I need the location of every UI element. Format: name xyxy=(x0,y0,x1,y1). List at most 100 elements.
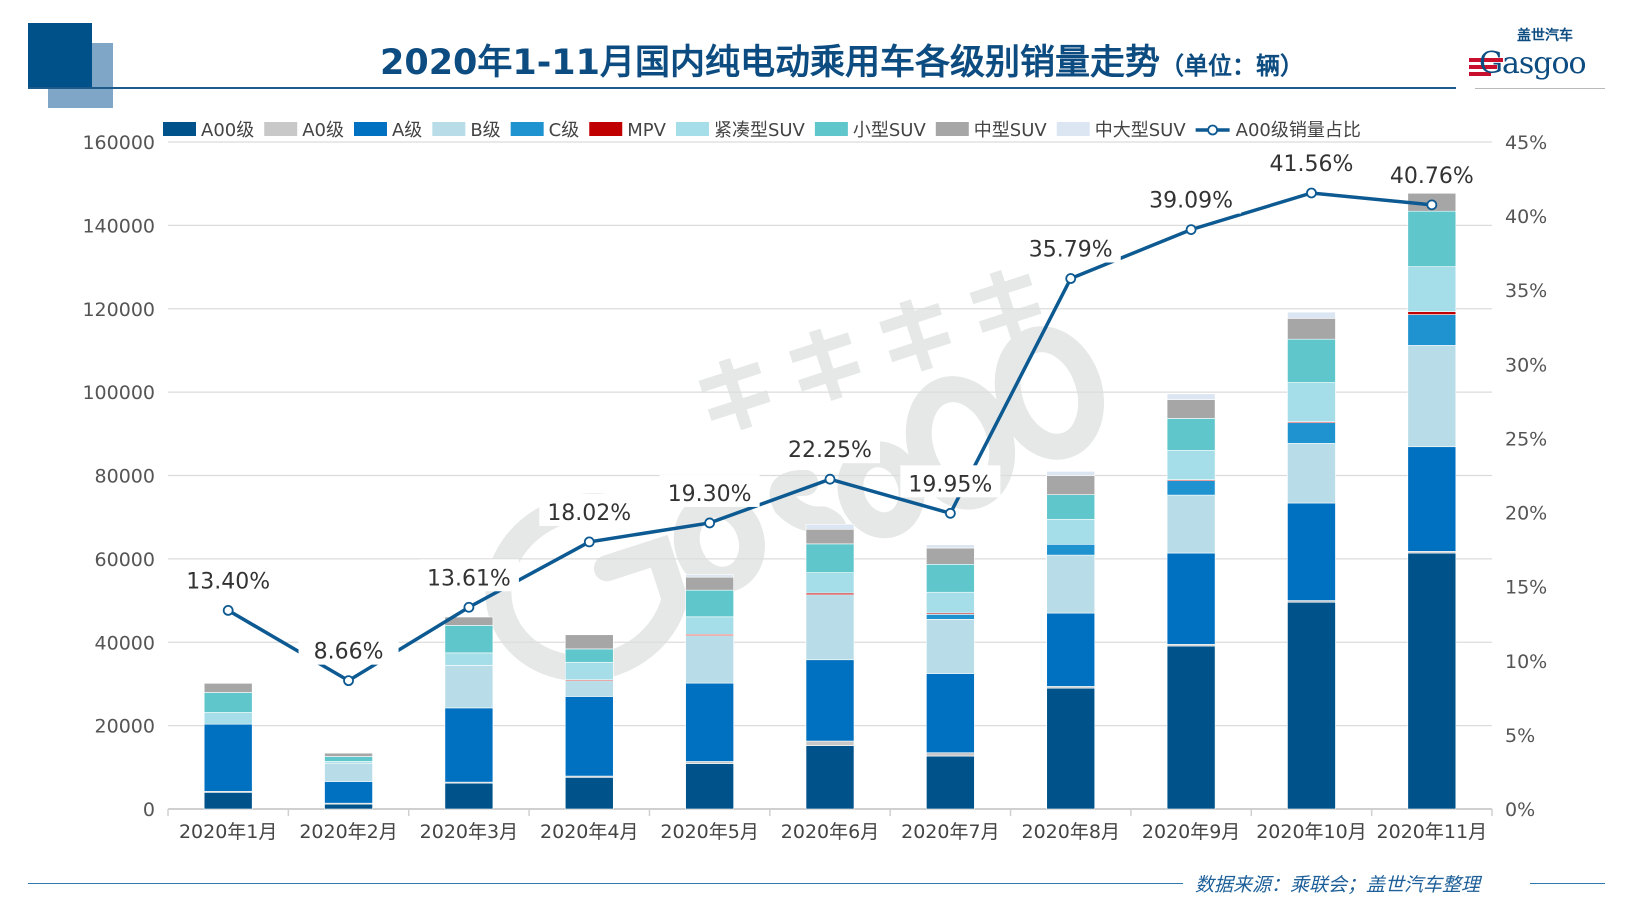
bar-segment xyxy=(564,696,614,777)
legend-swatch xyxy=(264,122,298,136)
bar-segment xyxy=(805,523,855,530)
legend-swatch xyxy=(353,122,387,136)
y-tick-label: 60000 xyxy=(95,549,155,571)
logo-stripe xyxy=(1469,65,1497,69)
bar-segment xyxy=(324,756,373,762)
share-point xyxy=(583,536,595,548)
bar-segment xyxy=(685,635,734,684)
bar-segment xyxy=(1166,418,1216,451)
x-tick-label: 2020年6月 xyxy=(781,821,879,843)
x-tick-label: 2020年3月 xyxy=(420,821,518,843)
bar-segment xyxy=(685,682,734,762)
share-point xyxy=(1065,273,1077,284)
data-label: 19.30% xyxy=(668,482,752,507)
share-point xyxy=(824,473,836,485)
bar-segment xyxy=(564,777,614,810)
legend-line-marker xyxy=(1207,124,1219,136)
legend-label: A00级销量占比 xyxy=(1236,120,1361,141)
y-tick-label: 20000 xyxy=(95,716,155,738)
bar-segment xyxy=(685,761,734,764)
bar-segment xyxy=(805,543,855,573)
logo-line xyxy=(1475,88,1605,89)
logo-stripe xyxy=(1469,58,1503,62)
title-text: 2020年1-11月国内纯电动乘用车各级别销量走势 xyxy=(380,43,1160,83)
share-point xyxy=(463,601,475,613)
bar-segment xyxy=(444,652,494,666)
data-label: 35.79% xyxy=(1029,238,1113,263)
y2-tick-label: 20% xyxy=(1505,503,1547,525)
legend-label: C级 xyxy=(549,120,580,141)
legend-label: 紧凑型SUV xyxy=(714,120,806,141)
data-label: 18.02% xyxy=(547,501,631,526)
bar-segment xyxy=(1407,552,1457,810)
bar-segment xyxy=(1287,502,1336,601)
bar-segment xyxy=(324,781,373,804)
y-tick-label: 40000 xyxy=(95,632,155,654)
bar-segment xyxy=(805,745,855,810)
legend-label: A0级 xyxy=(302,120,344,141)
legend-swatch xyxy=(675,122,709,136)
legend-label: 中大型SUV xyxy=(1095,120,1187,141)
x-tick-label: 2020年4月 xyxy=(540,821,638,843)
y2-tick-label: 25% xyxy=(1505,428,1547,450)
bar-segment xyxy=(926,544,975,549)
legend-label: 小型SUV xyxy=(853,120,927,141)
bar-segment xyxy=(1046,554,1096,614)
bar-segment xyxy=(564,634,614,650)
bar-segment xyxy=(1407,345,1457,448)
share-point xyxy=(944,507,956,519)
data-label: 19.95% xyxy=(908,472,992,497)
bar-segment xyxy=(805,659,855,742)
logo-stripe xyxy=(1469,72,1491,76)
bar-segment xyxy=(1166,645,1216,810)
bar-segment xyxy=(926,755,975,810)
bar-segment xyxy=(1046,612,1096,687)
y2-tick-label: 15% xyxy=(1505,577,1547,599)
x-tick-label: 2020年2月 xyxy=(299,821,397,843)
x-tick-label: 2020年5月 xyxy=(660,821,758,843)
data-label-bg xyxy=(418,559,519,592)
bar-segment xyxy=(1407,210,1457,267)
bar-segment xyxy=(1407,266,1457,312)
bar-segment xyxy=(203,792,253,810)
x-tick-label: 2020年9月 xyxy=(1142,821,1240,843)
watermark-o-shape xyxy=(994,326,1105,460)
bar-segment xyxy=(564,680,614,697)
bar-segment xyxy=(444,707,494,783)
data-label: 8.66% xyxy=(314,640,384,665)
bar-segment xyxy=(1166,552,1216,645)
y-tick-label: 100000 xyxy=(82,382,155,404)
share-point xyxy=(1306,187,1317,199)
bar-segment xyxy=(1166,393,1216,400)
bar-segment xyxy=(1407,314,1457,346)
data-label-bg xyxy=(298,632,399,665)
share-point xyxy=(704,517,716,529)
legend-swatch xyxy=(814,122,848,136)
data-label-bg xyxy=(178,562,279,595)
watermark-cn-stroke xyxy=(808,328,843,401)
bar-segment xyxy=(1166,494,1216,554)
legend-label: MPV xyxy=(627,120,666,141)
bar-segment xyxy=(1287,338,1336,383)
legend-swatch xyxy=(432,122,466,136)
legend-swatch xyxy=(163,122,196,136)
y2-tick-label: 35% xyxy=(1505,280,1547,302)
bar-segment xyxy=(1046,475,1096,495)
bar-segment xyxy=(1407,446,1457,552)
data-label-bg xyxy=(780,431,880,464)
legend-label: B级 xyxy=(470,120,500,141)
y2-tick-label: 0% xyxy=(1505,799,1535,821)
bar-segment xyxy=(685,576,734,591)
share-point xyxy=(222,604,234,616)
bar-segment xyxy=(1287,311,1336,319)
y2-tick-label: 5% xyxy=(1505,725,1535,747)
legend-swatch xyxy=(1056,122,1090,136)
x-tick-label: 2020年1月 xyxy=(179,821,277,843)
y-tick-label: 0 xyxy=(143,799,155,821)
data-label: 22.25% xyxy=(788,438,872,463)
data-label-bg xyxy=(1141,181,1242,214)
legend-label: 中型SUV xyxy=(974,120,1048,141)
bar-segment xyxy=(203,723,253,792)
y-tick-label: 120000 xyxy=(82,299,155,321)
